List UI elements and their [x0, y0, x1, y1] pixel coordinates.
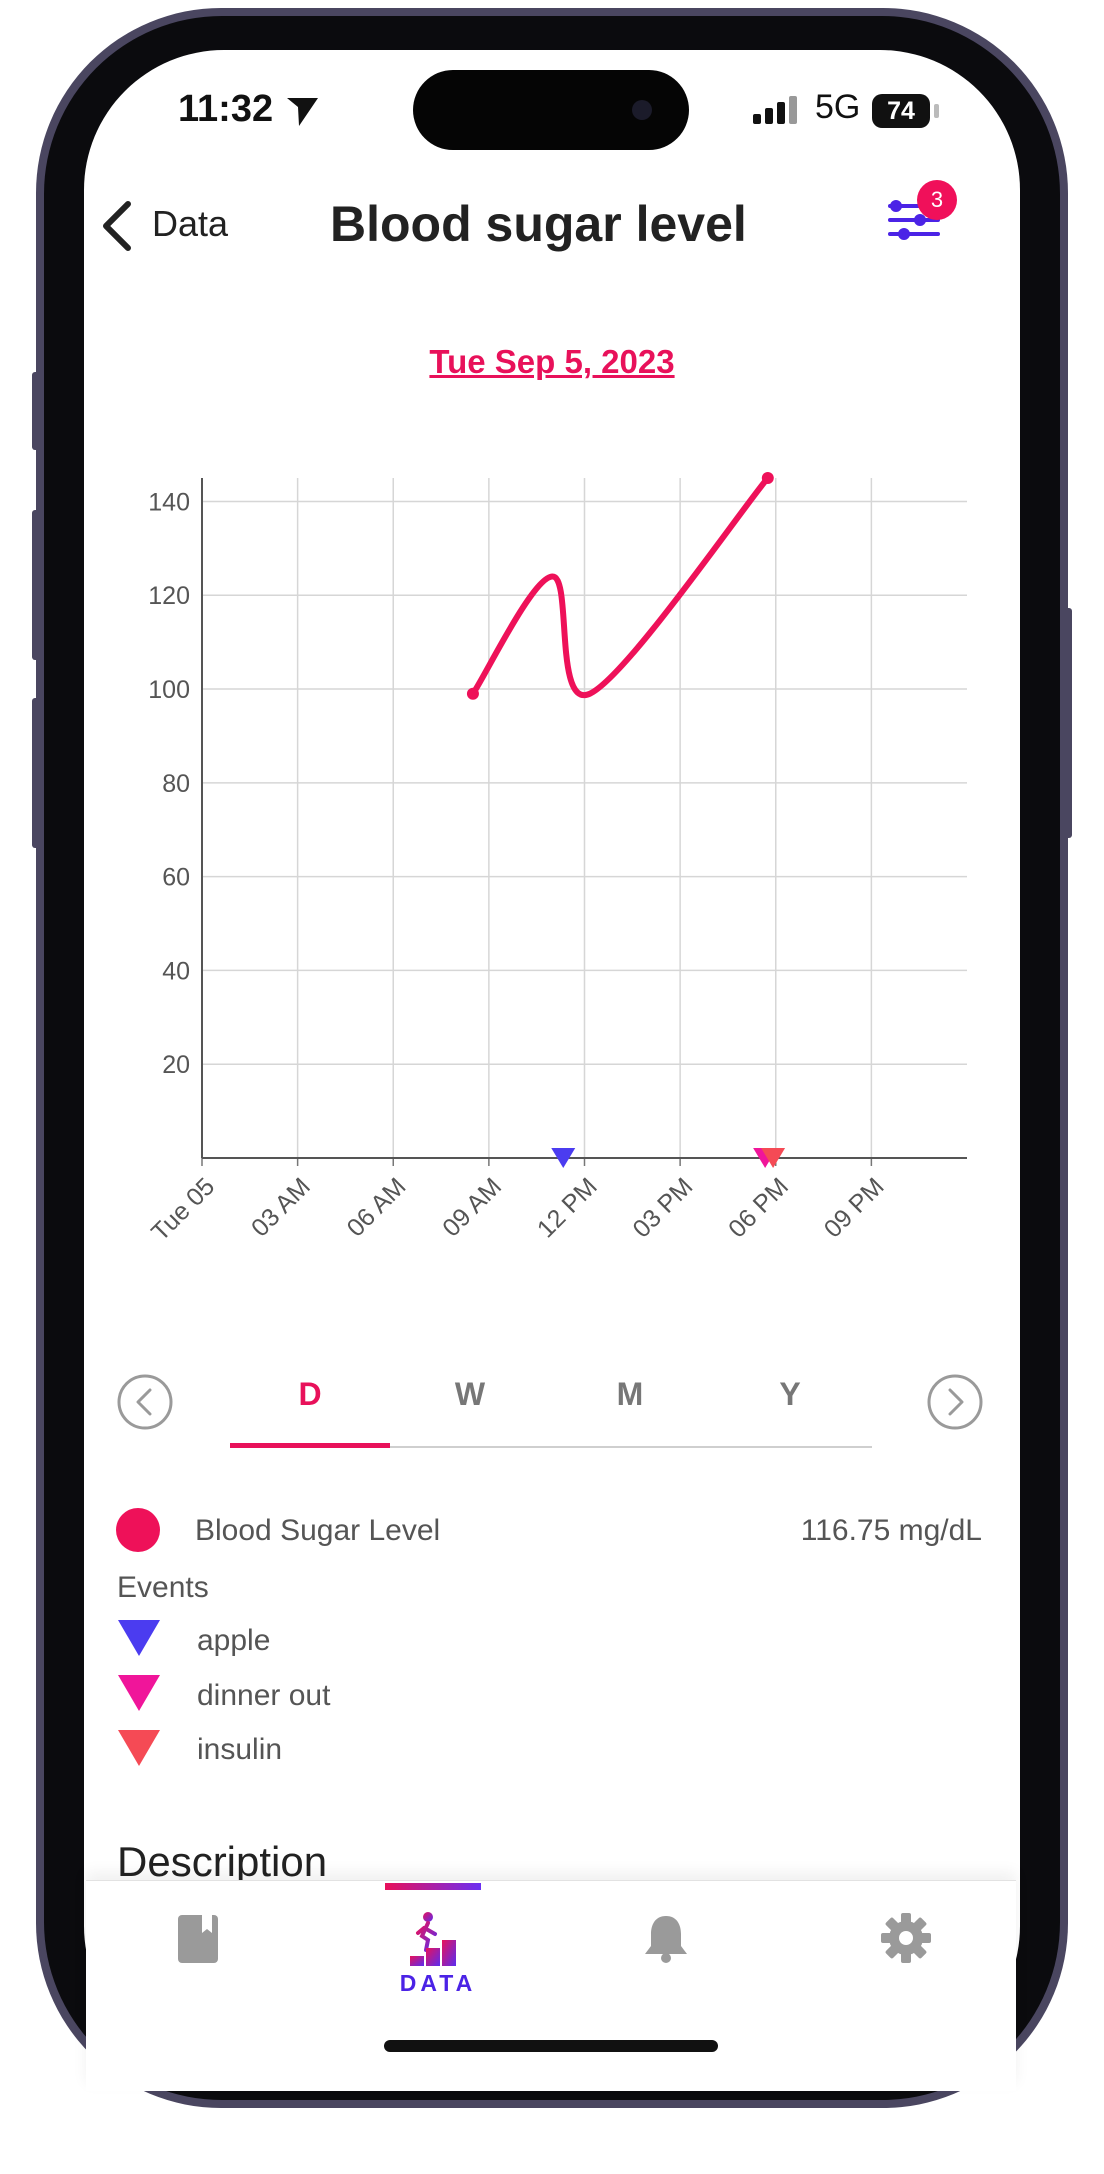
- location-arrow-icon: [287, 98, 318, 126]
- series-value: 116.75 mg/dL: [800, 1514, 982, 1547]
- event-marker: [761, 1148, 786, 1168]
- x-tick-label: 06 AM: [342, 1172, 412, 1242]
- y-tick-label: 40: [162, 957, 190, 985]
- x-tick-label: 09 PM: [819, 1172, 890, 1243]
- series-line: [469, 475, 771, 698]
- x-tick-label: 12 PM: [532, 1172, 603, 1243]
- y-tick-label: 100: [148, 676, 190, 704]
- bell-icon[interactable]: [642, 1912, 690, 1964]
- series-label: Blood Sugar Level: [195, 1514, 441, 1547]
- network-type: 5G: [815, 88, 861, 126]
- battery-icon: [934, 104, 939, 118]
- gear-icon[interactable]: [880, 1912, 932, 1964]
- y-tick-label: 20: [162, 1051, 190, 1079]
- x-tick-label: 06 PM: [723, 1172, 794, 1243]
- insulin-event-icon: [118, 1730, 160, 1766]
- event-label-apple: apple: [197, 1624, 271, 1657]
- blood-sugar-chart: 20 40 60 80 100 120 140 Tue 05 03 AM 06 AM 09 AM 1…: [146, 472, 967, 1247]
- data-icon[interactable]: [408, 1910, 468, 1968]
- x-tick-label: Tue 05: [146, 1172, 220, 1246]
- x-tick-label: 03 PM: [627, 1172, 698, 1243]
- y-tick-label: 80: [162, 770, 190, 798]
- battery-level: 74: [872, 94, 930, 128]
- x-tick-label: 03 AM: [246, 1172, 316, 1242]
- apple-event-icon: [118, 1620, 160, 1656]
- y-tick-label: 120: [148, 582, 190, 610]
- event-marker: [551, 1148, 576, 1168]
- data-point: [761, 472, 774, 484]
- previous-period-icon[interactable]: [115, 1372, 175, 1432]
- tab-week[interactable]: W: [454, 1376, 486, 1412]
- data-point: [466, 687, 479, 700]
- event-label-insulin: insulin: [197, 1733, 283, 1766]
- tab-year[interactable]: Y: [779, 1376, 801, 1412]
- events-label: Events: [117, 1571, 209, 1604]
- description-heading: Description: [117, 1838, 328, 1885]
- series-color-dot: [116, 1508, 160, 1552]
- tab-indicator: [230, 1443, 390, 1448]
- next-period-icon[interactable]: [925, 1372, 985, 1432]
- back-label[interactable]: Data: [152, 203, 229, 244]
- bottom-tab-bar: [86, 1880, 1016, 2091]
- tab-month[interactable]: M: [616, 1376, 644, 1412]
- date-link[interactable]: Tue Sep 5, 2023: [429, 343, 675, 380]
- tab-baseline: [230, 1446, 872, 1448]
- book-icon[interactable]: [176, 1913, 220, 1965]
- page-title: Blood sugar level: [330, 196, 747, 252]
- home-indicator: [384, 2040, 718, 2052]
- x-tick-label: 09 AM: [437, 1172, 507, 1242]
- y-tick-label: 140: [148, 488, 190, 516]
- dinner-out-event-icon: [118, 1675, 160, 1711]
- signal-icon: [753, 96, 797, 124]
- status-time: 11:32: [178, 88, 274, 130]
- y-tick-label: 60: [162, 864, 190, 892]
- active-tab-indicator: [385, 1883, 481, 1890]
- tab-day[interactable]: D: [298, 1376, 322, 1412]
- event-label-dinner-out: dinner out: [197, 1679, 331, 1712]
- filter-count-badge: 3: [917, 180, 957, 220]
- data-tab-label[interactable]: DATA: [399, 1970, 477, 1996]
